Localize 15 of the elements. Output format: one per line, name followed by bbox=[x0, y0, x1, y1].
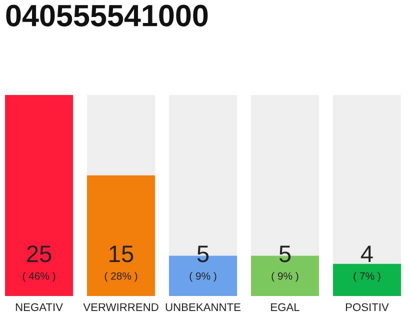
x-tick-label: UNBEKANNTE bbox=[166, 303, 240, 312]
chart-title: 040555541000 bbox=[6, 4, 208, 26]
x-tick-label: POSITIV bbox=[346, 303, 389, 312]
x-tick-label: EGAL bbox=[271, 303, 300, 312]
annotation: ( 9% ) bbox=[190, 272, 216, 282]
data-label: 25 bbox=[27, 245, 52, 262]
x-tick-label: NEGATIV bbox=[16, 303, 63, 312]
annotation: ( 28% ) bbox=[104, 272, 138, 282]
data-label: 4 bbox=[360, 246, 373, 262]
annotation: ( 9% ) bbox=[272, 272, 298, 282]
annotation: ( 46% ) bbox=[22, 272, 56, 282]
annotation: ( 7% ) bbox=[354, 272, 380, 282]
x-tick-label: VERWIRREND bbox=[83, 303, 158, 311]
bar bbox=[332, 264, 401, 296]
data-label: 15 bbox=[110, 246, 134, 262]
